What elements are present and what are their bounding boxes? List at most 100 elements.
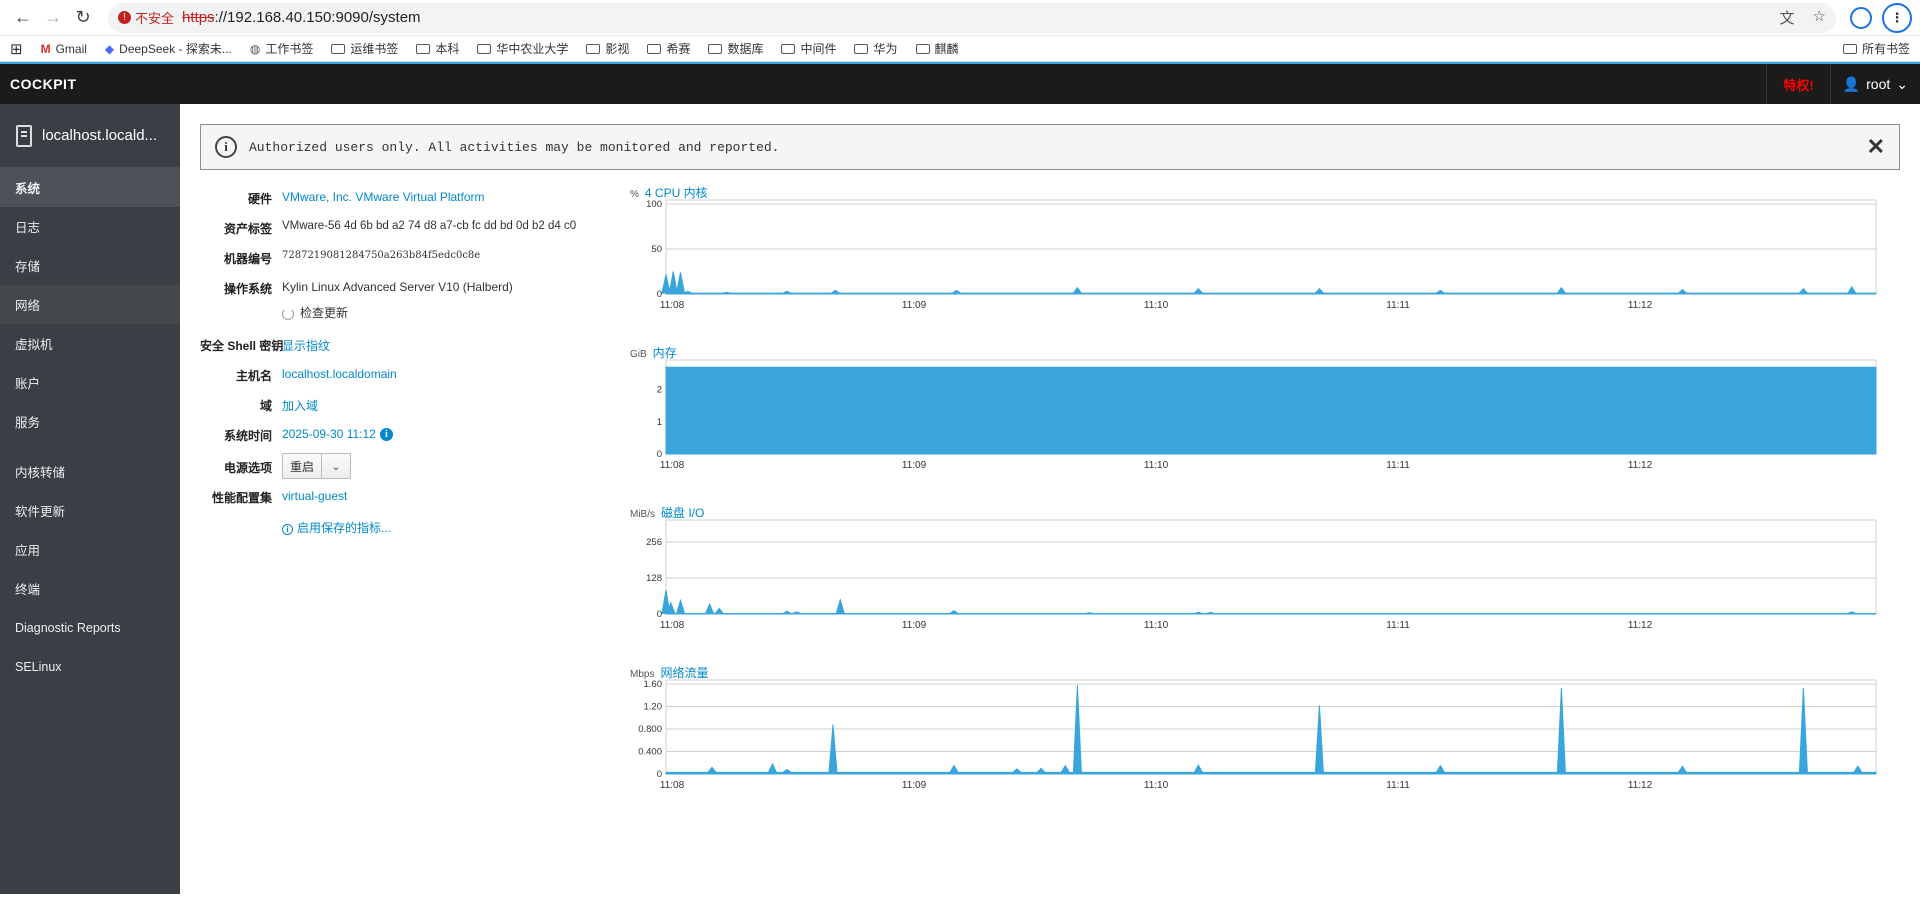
performance-profile-link[interactable]: virtual-guest	[282, 489, 348, 503]
privileged-button[interactable]: 特权!	[1766, 64, 1829, 104]
folder-icon	[708, 43, 723, 54]
bookmark-label: 影视	[605, 42, 630, 56]
power-options-label: 电源选项	[223, 461, 272, 475]
sidebar-item[interactable]: 网络	[0, 285, 180, 324]
sidebar-item[interactable]: SELinux	[15, 659, 62, 674]
profile-icon[interactable]	[1850, 6, 1872, 29]
chart-block: % 4 CPU 内核 0 50 100 11:08 11:09 11:10 11:11 11:12	[630, 184, 1900, 344]
bookmark-label: 工作书签	[265, 42, 314, 56]
motd-text: Authorized users only. All activities ma…	[249, 139, 780, 155]
y-tick-label: 100	[646, 199, 662, 210]
cockpit-header: COCKPIT 特权! 👤 root ⌄	[0, 62, 1920, 104]
machine-id-value: 7287219081284750a263b84f5edc0c8e	[282, 250, 481, 261]
warning-icon: !	[118, 11, 131, 24]
bookmark-item[interactable]: ◍ 工作书签	[250, 40, 314, 57]
folder-icon	[647, 43, 662, 54]
x-tick-label: 11:11	[1386, 460, 1410, 471]
sidebar-item[interactable]: 应用	[15, 544, 41, 558]
chart-title-link[interactable]: 磁盘 I/O	[661, 506, 705, 520]
back-icon[interactable]: ←	[14, 7, 32, 27]
x-tick-label: 11:08	[660, 460, 685, 471]
chart-title-link[interactable]: 内存	[652, 346, 677, 360]
chart-title: MiB/s 磁盘 I/O	[630, 504, 704, 521]
y-tick-label: 0.400	[638, 747, 662, 758]
sidebar-item[interactable]: 账户	[15, 377, 41, 391]
system-time-label: 系统时间	[223, 429, 272, 443]
sidebar-item[interactable]: 内核转储	[15, 466, 66, 480]
bookmark-label: 运维书签	[350, 42, 399, 56]
chart-title-link[interactable]: 网络流量	[660, 666, 709, 680]
browser-menu-icon[interactable]: ⋮	[1882, 2, 1912, 33]
show-fingerprints-link[interactable]: 显示指纹	[282, 339, 331, 353]
series-area	[661, 271, 1877, 295]
all-bookmarks[interactable]: 所有书签	[1842, 40, 1910, 57]
address-bar[interactable]: ! 不安全 https://192.168.40.150:9090/system…	[108, 2, 1836, 33]
sidebar-item[interactable]: 虚拟机	[15, 338, 53, 352]
folder-icon	[781, 43, 796, 54]
machine-id-label: 机器编号	[223, 252, 272, 266]
hostname-link[interactable]: localhost.localdomain	[282, 367, 397, 381]
system-info-table: 硬件 VMware, Inc. VMware Virtual Platform 资…	[200, 184, 630, 824]
sidebar-item[interactable]: 服务	[15, 416, 41, 430]
server-icon	[16, 124, 32, 147]
reload-icon[interactable]: ↻	[75, 7, 91, 27]
x-tick-label: 11:12	[1628, 780, 1653, 791]
bookmark-item[interactable]: 影视	[586, 40, 629, 57]
host-switcher[interactable]: localhost.locald...	[0, 104, 180, 168]
enable-metrics-link[interactable]: i 启用保存的指标...	[282, 519, 391, 536]
bookmark-item[interactable]: 华中农业大学	[477, 40, 568, 57]
bookmark-label: 本科	[435, 42, 460, 56]
chart-svg: 0 50 100 11:08 11:09 11:10 11:11 11:12	[646, 199, 1877, 311]
restart-button[interactable]: 重启	[283, 454, 323, 478]
sidebar-item[interactable]: 存储	[15, 260, 41, 274]
user-menu[interactable]: 👤 root ⌄	[1829, 64, 1920, 104]
hardware-link[interactable]: VMware, Inc. VMware Virtual Platform	[282, 190, 485, 204]
y-tick-label: 1.60	[644, 679, 663, 690]
bookmark-item[interactable]: 华为	[854, 40, 898, 57]
bookmark-item[interactable]: 运维书签	[331, 40, 398, 57]
bookmark-item[interactable]: 中间件	[781, 40, 836, 57]
sidebar-item[interactable]: 系统	[0, 168, 180, 207]
insecure-chip[interactable]: ! 不安全	[118, 8, 182, 27]
chart-block: MiB/s 磁盘 I/O 0 128 256 11:08 11:09 11:10 11:11 11…	[630, 504, 1900, 664]
chart-svg: 0 0.400 0.800 1.20 1.60 11:08 11:09 11:10 11:11 1…	[638, 679, 1877, 791]
forward-icon[interactable]: →	[44, 7, 62, 27]
series-area	[665, 685, 1877, 775]
hostname-label: 主机名	[235, 369, 272, 383]
sidebar-item[interactable]: Diagnostic Reports	[15, 620, 121, 635]
x-tick-label: 11:11	[1386, 780, 1410, 791]
sidebar-item[interactable]: 终端	[15, 583, 41, 597]
sidebar-item[interactable]: 日志	[15, 221, 41, 235]
translate-icon[interactable]: 文	[1779, 10, 1795, 27]
system-time-link[interactable]: 2025-09-30 11:12	[282, 427, 376, 441]
bookmark-item[interactable]: ◆ DeepSeek - 探索未...	[105, 40, 232, 57]
bookmark-item[interactable]: 麒麟	[915, 40, 959, 57]
close-icon[interactable]: ✕	[1866, 134, 1885, 159]
check-updates[interactable]: 检查更新	[282, 304, 348, 321]
host-name: localhost.locald...	[42, 127, 158, 144]
bookmark-item[interactable]: 希赛	[647, 40, 690, 57]
x-tick-label: 11:10	[1144, 780, 1169, 791]
deepseek-icon: ◆	[104, 41, 115, 56]
x-tick-label: 11:10	[1144, 300, 1169, 311]
performance-profile-label: 性能配置集	[211, 491, 272, 505]
y-tick-label: 1.20	[644, 702, 663, 713]
y-tick-label: 50	[651, 244, 662, 255]
bookmark-item[interactable]: 数据库	[708, 40, 763, 57]
bookmark-item[interactable]: 本科	[416, 40, 459, 57]
enable-metrics-label: 启用保存的指标...	[297, 521, 392, 535]
folder-icon	[477, 43, 492, 54]
bookmark-item[interactable]: M Gmail	[41, 42, 87, 56]
plot-frame	[665, 199, 1877, 295]
url-text: ://192.168.40.150:9090/system	[214, 9, 421, 26]
power-dropdown-toggle[interactable]: ⌄	[331, 460, 341, 473]
ssh-keys-label: 安全 Shell 密钥	[200, 339, 284, 353]
sidebar-item[interactable]: 软件更新	[15, 505, 66, 519]
apps-icon[interactable]: ⊞	[10, 40, 23, 58]
chart-title-link[interactable]: 4 CPU 内核	[644, 186, 708, 200]
y-tick-label: 128	[646, 573, 662, 584]
star-icon[interactable]: ☆	[1812, 8, 1826, 25]
join-domain-link[interactable]: 加入域	[282, 399, 319, 413]
os-label: 操作系统	[223, 282, 272, 296]
info-circle-icon[interactable]: i	[379, 428, 393, 442]
